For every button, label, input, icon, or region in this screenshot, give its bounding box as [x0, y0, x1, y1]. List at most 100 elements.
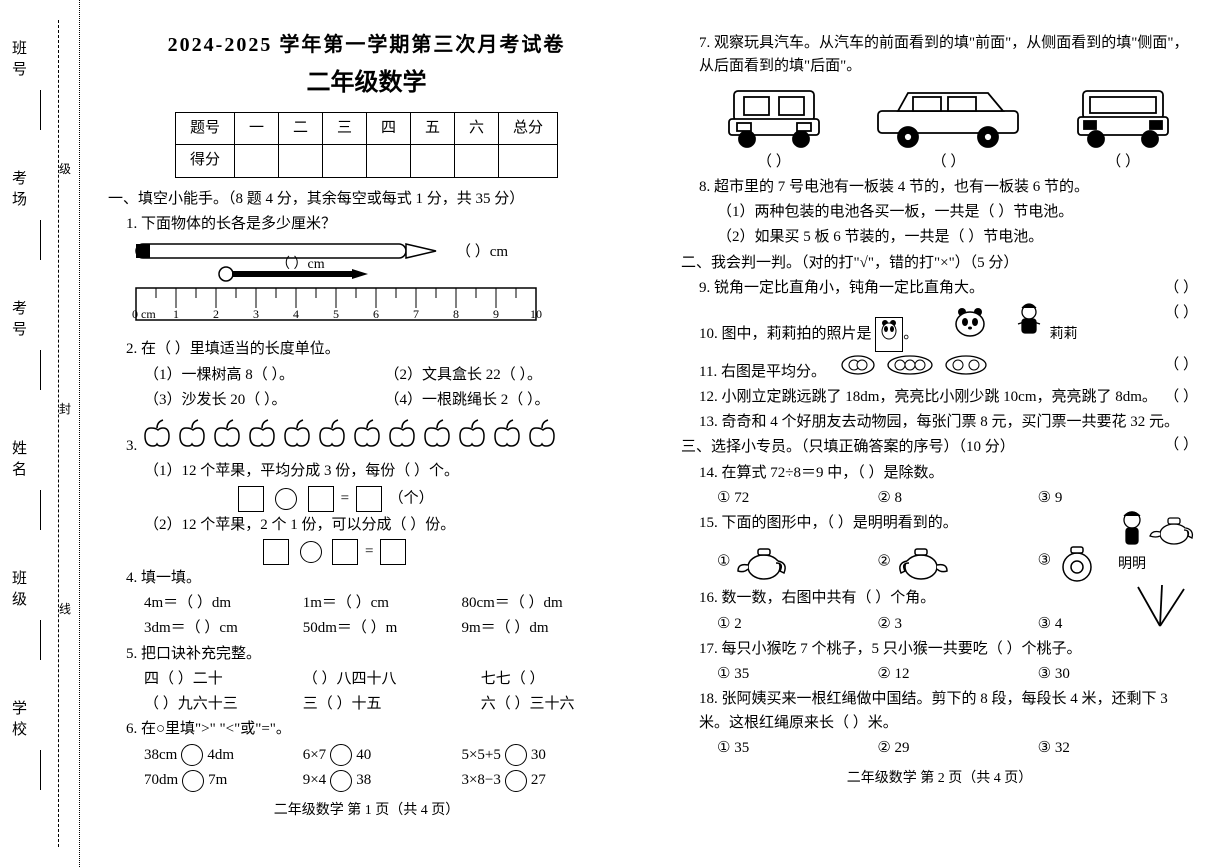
q1-stem: 1. 下面物体的长各是多少厘米？	[108, 213, 625, 236]
panda-photo-icon	[875, 317, 903, 351]
svg-text:（ ）cm: （ ）cm	[276, 256, 325, 272]
circle-icon	[182, 770, 204, 792]
opt: ② 29	[877, 737, 1037, 760]
exam-subject: 二年级数学	[108, 65, 625, 102]
q3-eq1: = （个）	[108, 486, 625, 512]
score-row-label: 得分	[175, 145, 234, 177]
boy-teapot-icon: 明明	[1118, 508, 1198, 576]
q4-cell: 1m＝（ ）cm	[303, 592, 462, 615]
q5-cell: 三（ ）十五	[303, 693, 481, 716]
q6-a: 3×8−3	[461, 772, 500, 788]
section-1-title: 一、填空小能手。（8 题 4 分，其余每空或每式 1 分，共 35 分）	[108, 188, 625, 211]
q17-opts: ① 35 ② 12 ③ 30	[681, 663, 1198, 686]
svg-text:2: 2	[213, 307, 219, 321]
q7-cars: （ ） （ ） （	[681, 81, 1198, 174]
q10: 10. 图中，莉莉拍的照片是 。 莉莉 （ ）	[681, 302, 1198, 352]
page-footer-2: 二年级数学 第 2 页（共 4 页）	[681, 768, 1198, 790]
gutter-label: 班号	[8, 40, 29, 82]
q6-a: 5×5+5	[461, 747, 500, 763]
opt: ② 8	[877, 487, 1037, 510]
q15: 15. 下面的图形中，（ ）是明明看到的。 明明	[681, 512, 1198, 535]
gutter-line	[40, 750, 41, 790]
svg-text:5: 5	[333, 307, 339, 321]
q4-row: 3dm＝（ ）cm 50dm＝（ ）m 9m＝（ ）dm	[108, 617, 625, 640]
q6-row: 70dm 7m 9×4 38 3×8−3 27	[108, 769, 625, 792]
car-rear-icon: （ ）	[1068, 81, 1178, 174]
opt-num: ③	[1038, 553, 1051, 569]
q6-b: 38	[356, 772, 371, 788]
q2-3: （3）沙发长 20（ ）。	[144, 389, 385, 412]
q4-cell: 4m＝（ ）dm	[144, 592, 303, 615]
q6-a: 38cm	[144, 747, 177, 763]
q6-b: 40	[356, 747, 371, 763]
q6-b: 27	[531, 772, 546, 788]
gutter-hint: 封	[59, 400, 71, 417]
q3-eq2: =	[108, 539, 625, 565]
svg-text:1: 1	[173, 307, 179, 321]
svg-text:（ ）cm: （ ）cm	[456, 243, 508, 260]
q3-p1: （1）12 个苹果，平均分成 3 份，每份（ ）个。	[108, 460, 625, 483]
svg-text:0 cm: 0 cm	[132, 307, 156, 321]
gutter-line	[40, 220, 41, 260]
circle-icon	[330, 744, 352, 766]
q6-item: 9×4 38	[303, 769, 462, 792]
q6-b: 4dm	[207, 747, 234, 763]
gutter-hint: 线	[59, 600, 71, 617]
circle-icon	[505, 744, 527, 766]
q8-stem: 8. 超市里的 7 号电池有一板装 4 节的，也有一板装 6 节的。	[681, 176, 1198, 199]
q5-row: 四（ ）二十 （ ）八四十八 七七（ ）	[108, 668, 625, 691]
q15-stem: 15. 下面的图形中，（ ）是明明看到的。	[699, 515, 958, 531]
girl-label: 莉莉	[1050, 327, 1078, 342]
q3: 3.	[108, 414, 625, 458]
score-header: 总分	[499, 113, 558, 145]
q4-cell: 9m＝（ ）dm	[461, 617, 620, 640]
opt: ① 2	[717, 613, 877, 636]
gutter-label: 姓名	[8, 440, 29, 482]
q16: 16. 数一数，右图中共有（ ）个角。	[681, 587, 1198, 610]
q4-cell: 80cm＝（ ）dm	[461, 592, 620, 615]
teapot-right-icon	[895, 539, 951, 585]
gutter-line	[40, 620, 41, 660]
opt-num: ①	[717, 554, 730, 570]
page-1: 2024-2025 学年第一学期第三次月考试卷 二年级数学 题号 一 二 三 四…	[80, 0, 653, 867]
circle-icon	[181, 744, 203, 766]
opt: ②	[877, 539, 1037, 585]
q18-opts: ① 35 ② 29 ③ 32	[681, 737, 1198, 760]
q16-stem: 16. 数一数，右图中共有（ ）个角。	[699, 590, 935, 606]
q5-cell: 七七（ ）	[481, 668, 625, 691]
score-header: 三	[322, 113, 366, 145]
q6-item: 3×8−3 27	[461, 769, 620, 792]
q4-row: 4m＝（ ）dm 1m＝（ ）cm 80cm＝（ ）dm	[108, 592, 625, 615]
judge-paren: （ ）	[1164, 302, 1198, 325]
q13-text: 13. 奇奇和 4 个好朋友去动物园，每张门票 8 元，买门票一共要花 32 元…	[699, 414, 1179, 430]
q5-cell: （ ）九六十三	[144, 693, 303, 716]
q18-stem: 18. 张阿姨买来一根红绳做中国结。剪下的 8 段，每段长 4 米，还剩下 3 …	[681, 688, 1198, 735]
q6-a: 9×4	[303, 772, 326, 788]
q6-a: 70dm	[144, 772, 178, 788]
q16-opts: ① 2 ② 3 ③ 4	[681, 613, 1198, 636]
circle-icon	[505, 770, 527, 792]
q6-item: 70dm 7m	[144, 769, 303, 792]
q17-stem: 17. 每只小猴吃 7 个桃子，5 只小猴一共要吃（ ）个桃子。	[681, 638, 1198, 661]
q7-blank: （ ）	[1068, 151, 1178, 174]
q4-cell: 50dm＝（ ）m	[303, 617, 462, 640]
page-footer-1: 二年级数学 第 1 页（共 4 页）	[108, 800, 625, 822]
opt-num: ②	[877, 554, 890, 570]
score-header: 二	[278, 113, 322, 145]
score-cell	[234, 145, 278, 177]
apple-icons	[141, 414, 561, 450]
q1-figure: （ ）cm （ ）cm	[126, 238, 625, 336]
score-cell	[499, 145, 558, 177]
q8-p2: （2）如果买 5 板 6 节装的，一共是（ ）节电池。	[681, 226, 1198, 249]
q5-cell: （ ）八四十八	[303, 668, 481, 691]
exam-page: 班号 考场 考号 姓名 班级 学校 级 封 线 2024-2025 学年第一学期…	[0, 0, 1226, 867]
svg-text:3: 3	[253, 307, 259, 321]
opt: ①	[717, 539, 877, 585]
q3-p2: （2）12 个苹果，2 个 1 份，可以分成（ ）份。	[108, 514, 625, 537]
circle-icon	[300, 541, 322, 563]
gutter-label: 考场	[8, 170, 29, 212]
q6-b: 7m	[208, 772, 227, 788]
judge-paren: （ ）	[1164, 386, 1198, 409]
svg-text:6: 6	[373, 307, 379, 321]
circle-icon	[330, 770, 352, 792]
